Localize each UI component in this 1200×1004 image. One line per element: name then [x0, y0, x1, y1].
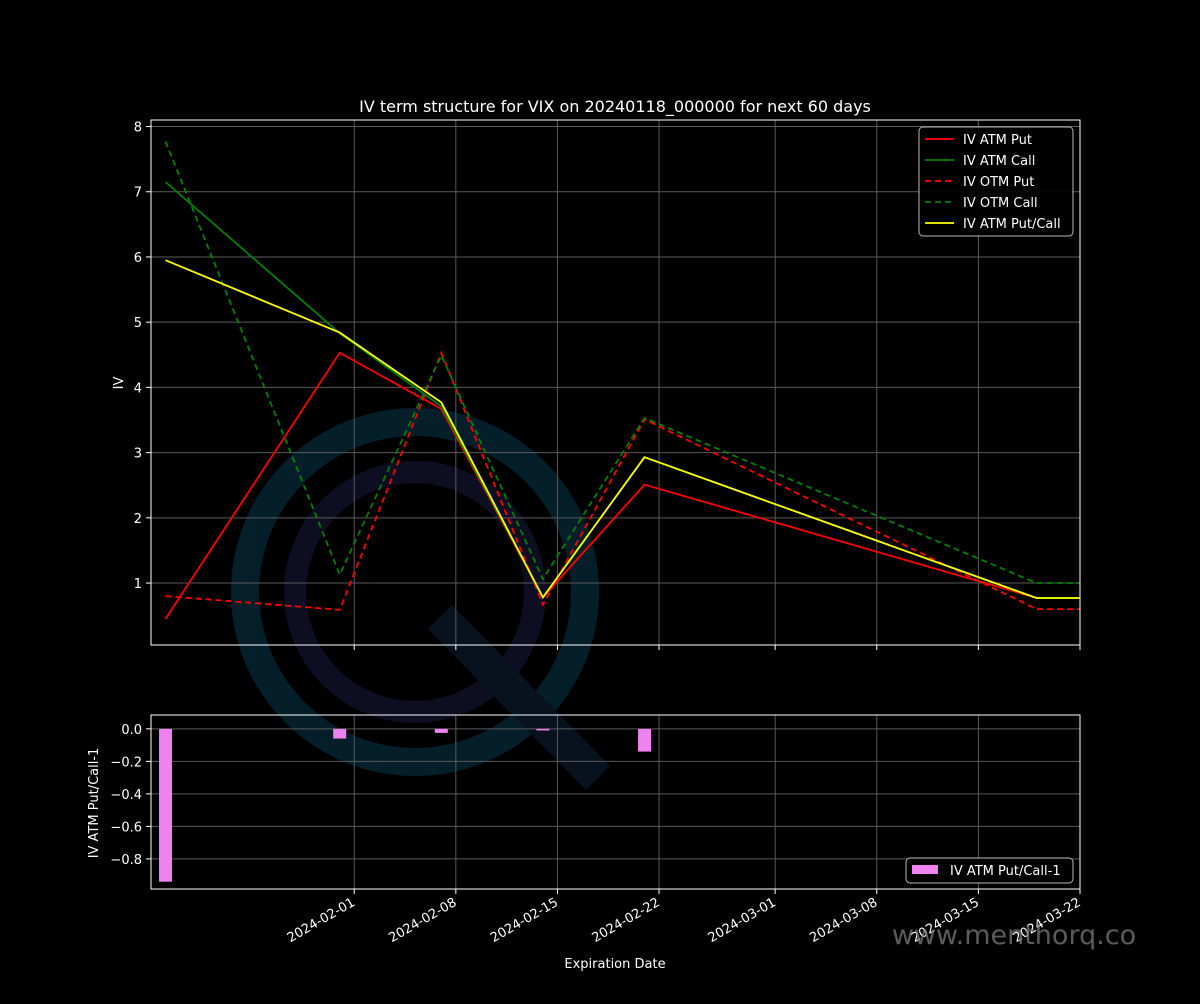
ratio-bar: [638, 728, 652, 752]
watermark-text: www.menthorq.co: [892, 920, 1136, 951]
iv-y-tick-label: 1: [134, 577, 142, 592]
iv-panel-frame: [150, 119, 1081, 646]
ratio-panel-y-ticks: 0.0 −0.2 −0.4 −0.6 −0.8: [110, 723, 151, 868]
ratio-y-tick-label: −0.2: [110, 755, 142, 770]
iv-y-tick-label: 4: [134, 381, 142, 396]
expiration-date-axis-label: Expiration Date: [564, 957, 665, 972]
ratio-legend: IV ATM Put/Call-1: [905, 857, 1074, 884]
series-line-iv-otm-put: [165, 350, 1080, 611]
iv-legend-box: [918, 126, 1074, 237]
series-line-iv-otm-call: [164, 141, 1080, 584]
iv-y-tick-label: 2: [134, 512, 142, 527]
ratio-y-tick-label: −0.8: [110, 853, 142, 868]
ratio-legend-label: IV ATM Put/Call-1: [950, 864, 1061, 879]
menthorq-logo-watermark: [231, 408, 611, 790]
legend-label: IV ATM Put/Call: [963, 217, 1061, 232]
iv-panel-y-ticks: 1 2 3 4 5 6 7 8: [134, 121, 151, 592]
ratio-y-tick-label: −0.4: [110, 788, 142, 803]
chart-title: IV term structure for VIX on 20240118_00…: [359, 97, 871, 117]
iv-legend: IV ATM Put IV ATM Call IV OTM Put IV OTM Ca…: [918, 126, 1074, 237]
legend-label: IV OTM Put: [963, 175, 1034, 190]
iv-y-tick-label: 6: [134, 251, 142, 266]
series-line-iv-atm-put-call: [165, 259, 1080, 600]
iv-panel-series: [164, 141, 1080, 620]
iv-axis-label: IV: [112, 377, 127, 390]
ratio-bar: [333, 728, 347, 739]
ratio-bar: [434, 728, 448, 733]
legend-label: IV ATM Call: [963, 154, 1035, 169]
ratio-legend-swatch: [912, 865, 938, 874]
iv-y-tick-label: 7: [134, 186, 142, 201]
ratio-y-tick-label: 0.0: [121, 723, 142, 738]
ratio-panel-bars: [159, 728, 652, 882]
iv-y-tick-label: 8: [134, 121, 142, 136]
ratio-axis-label: IV ATM Put/Call-1: [87, 748, 102, 859]
iv-panel-x-ticks: [353, 645, 1081, 650]
legend-label: IV ATM Put: [963, 133, 1032, 148]
ratio-y-tick-label: −0.6: [110, 820, 142, 835]
iv-y-tick-label: 3: [134, 447, 142, 462]
ratio-bar: [159, 728, 173, 882]
iv-y-tick-label: 5: [134, 316, 142, 331]
ratio-bar: [536, 728, 550, 731]
legend-label: IV OTM Call: [963, 196, 1038, 211]
ratio-legend-box: [905, 857, 1074, 884]
ratio-panel-frame: [150, 714, 1081, 890]
